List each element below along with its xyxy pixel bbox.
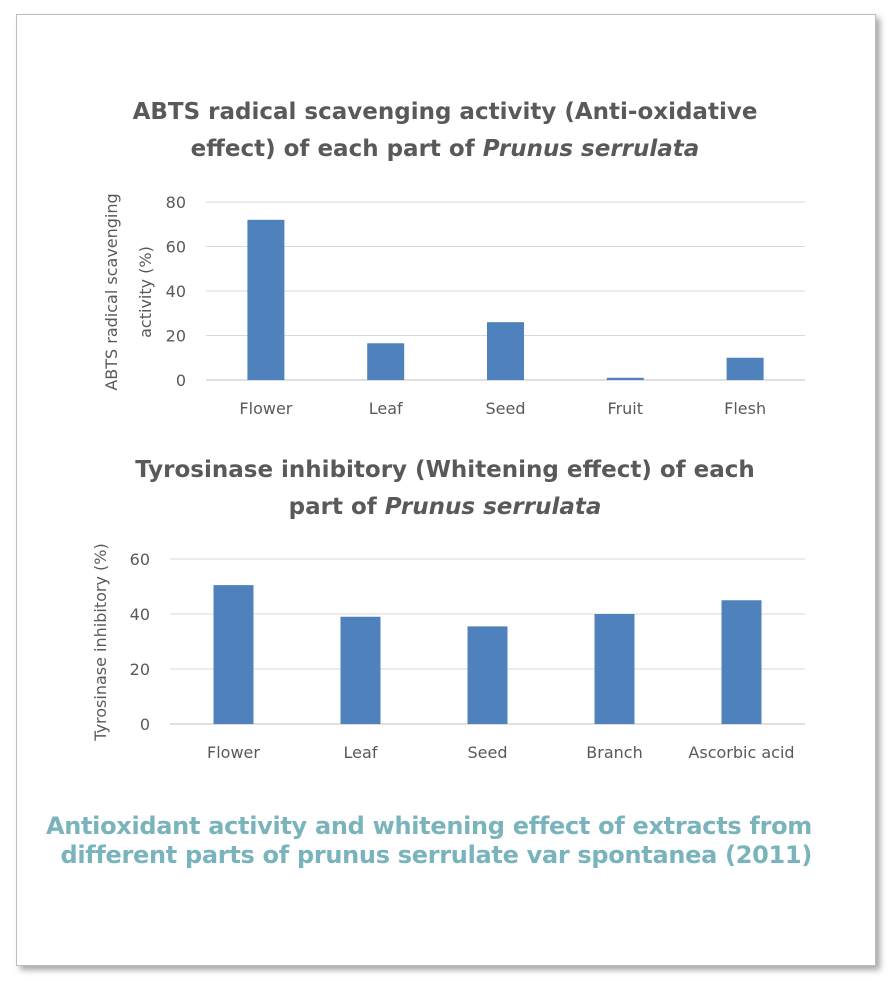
chart-2-title-line1: Tyrosinase inhibitory (Whitening effect)… — [135, 457, 755, 483]
figure-card — [16, 14, 876, 966]
chart-2-title-line2: part of Prunus serrulata — [0, 489, 890, 526]
chart-1-title-line1: ABTS radical scavenging activity (Anti-o… — [132, 99, 758, 125]
chart-1-title-line2-text: effect) of each part of — [190, 136, 483, 162]
chart-1-title-species: Prunus serrulata — [482, 136, 700, 162]
chart-2-title-line2-text: part of — [288, 494, 385, 520]
caption-line1: Antioxidant activity and whitening effec… — [45, 812, 812, 840]
chart-1-title: ABTS radical scavenging activity (Anti-o… — [0, 94, 890, 168]
chart-1-title-line2: effect) of each part of Prunus serrulata — [0, 131, 890, 168]
caption-line2: different parts of prunus serrulate var … — [60, 841, 812, 869]
chart-2-title: Tyrosinase inhibitory (Whitening effect)… — [0, 452, 890, 526]
chart-2-title-species: Prunus serrulata — [384, 494, 602, 520]
figure-caption: Antioxidant activity and whitening effec… — [0, 812, 812, 870]
